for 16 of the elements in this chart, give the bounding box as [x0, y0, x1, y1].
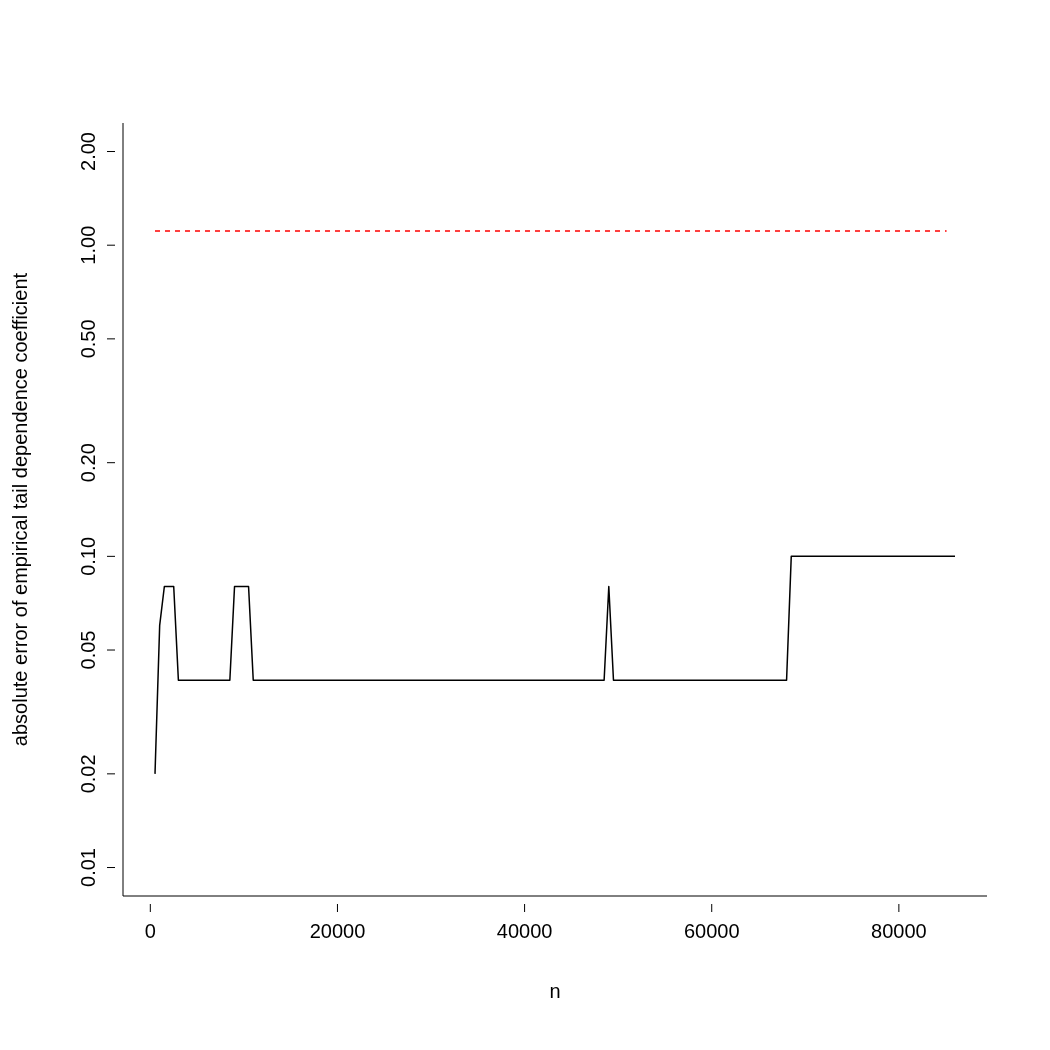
- y-tick-label: 2.00: [77, 132, 99, 171]
- y-tick-label: 0.01: [77, 848, 99, 887]
- y-tick-label: 0.02: [77, 754, 99, 794]
- x-tick-label: 80000: [871, 920, 927, 942]
- y-tick-label: 0.20: [77, 443, 99, 483]
- y-tick-label: 1.00: [77, 225, 99, 265]
- x-axis-title: n: [549, 980, 561, 1002]
- y-tick-label: 0.10: [77, 536, 99, 576]
- x-tick-label: 60000: [683, 920, 740, 942]
- x-tick-label: 40000: [496, 920, 553, 942]
- x-tick-label: 20000: [309, 920, 366, 942]
- y-tick-label: 0.50: [77, 319, 99, 359]
- x-tick-label: 0: [144, 920, 156, 942]
- y-axis-title: absolute error of empirical tail dependence coefficient: [9, 272, 32, 747]
- y-tick-label: 0.05: [77, 630, 99, 670]
- line-series: [154, 555, 956, 775]
